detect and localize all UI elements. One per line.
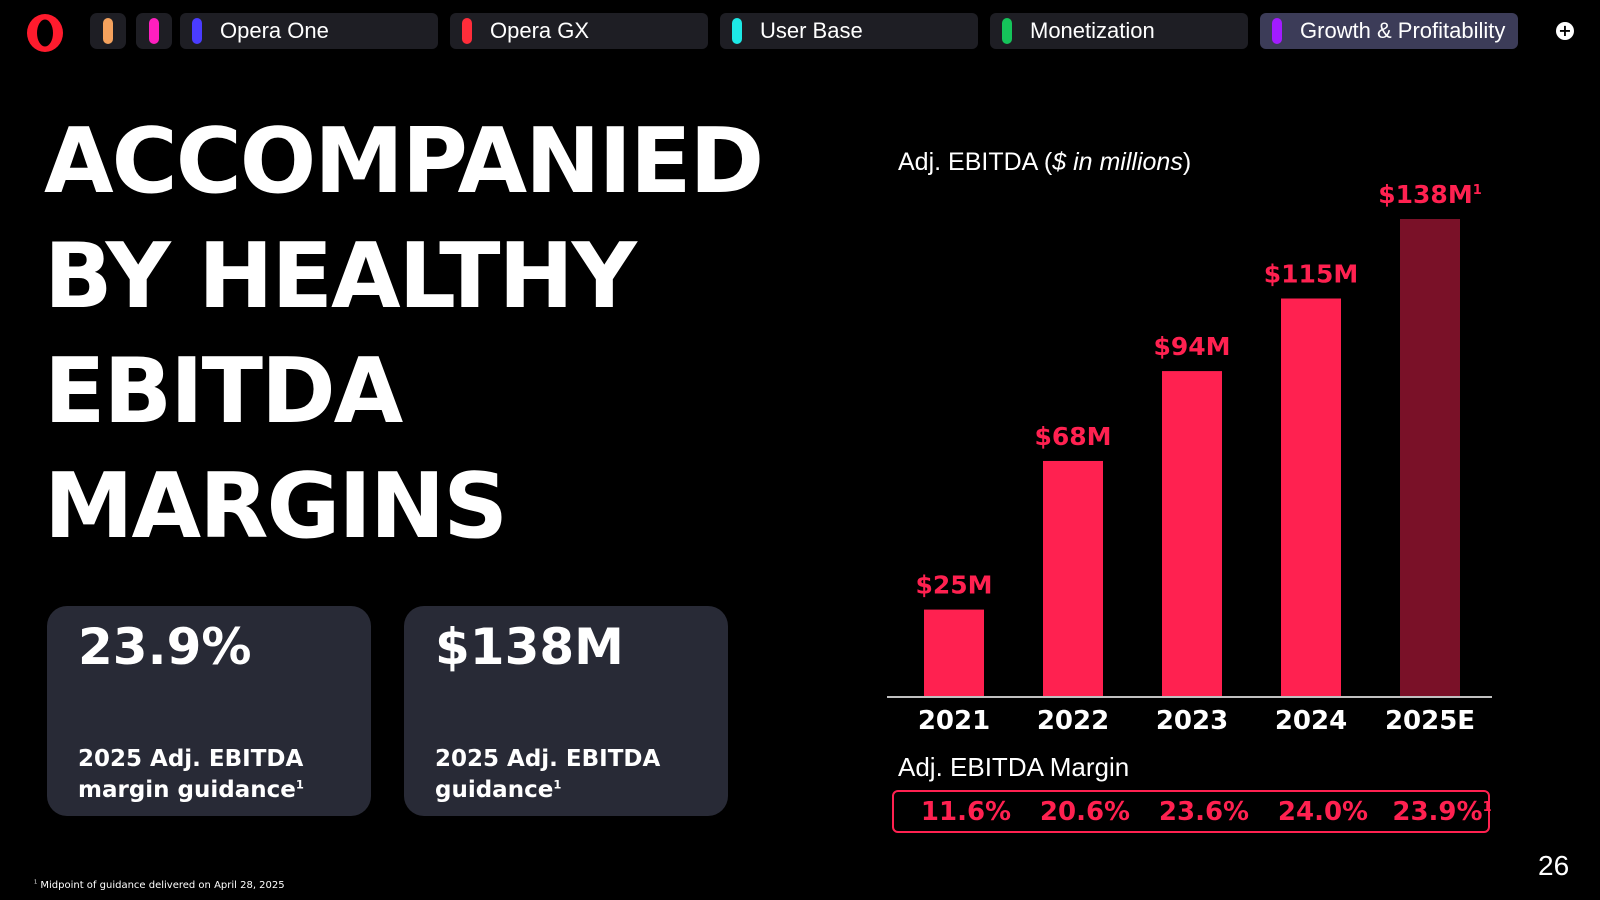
tab-label: Monetization <box>1030 18 1155 43</box>
page-number: 26 <box>1538 850 1570 881</box>
bar-value-label: $115M <box>1264 260 1358 289</box>
footnote: 1 Midpoint of guidance delivered on Apri… <box>34 880 285 891</box>
mini-tab-color-pill <box>103 18 113 44</box>
footnote-mark: 1 <box>553 777 562 792</box>
tab-color-pill <box>1272 18 1282 44</box>
margin-row-title: Adj. EBITDA Margin <box>898 752 1130 782</box>
footnote-mark: 1 <box>1483 800 1492 815</box>
footnote-text: Midpoint of guidance delivered on April … <box>40 880 285 891</box>
margin-row-box <box>892 790 1490 833</box>
margin-value: 23.9%1 <box>1392 797 1491 827</box>
tab-opera-gx[interactable]: Opera GX <box>450 13 708 49</box>
stat-card-label-text: 2025 Adj. EBITDA margin guidance <box>78 746 304 803</box>
tab-label: Growth & Profitability <box>1300 18 1506 43</box>
opera-logo-icon[interactable] <box>24 12 66 54</box>
stat-card-value: 23.9% <box>78 618 252 676</box>
x-tick-label: 2024 <box>1275 706 1347 736</box>
chart-title-unit: $ in millions <box>1052 148 1183 176</box>
tab-label: Opera One <box>220 18 329 43</box>
tab-label: User Base <box>760 18 863 43</box>
x-tick-label: 2023 <box>1156 706 1228 736</box>
bar-2022 <box>1043 460 1103 696</box>
stat-card-label: 2025 Adj. EBITDA margin guidance1 <box>78 744 358 806</box>
bar-2021 <box>924 609 984 696</box>
tab-growth-profitability[interactable]: Growth & Profitability <box>1260 13 1518 49</box>
tab-opera-one[interactable]: Opera One <box>180 13 438 49</box>
mini-tab-color-pill <box>149 18 159 44</box>
footnote-mark: 1 <box>295 777 304 792</box>
page-title: ACCOMPANIED BY HEALTHY EBITDA MARGINS <box>44 104 844 564</box>
title-line-1: ACCOMPANIED <box>44 109 764 214</box>
tab-monetization[interactable]: Monetization <box>990 13 1248 49</box>
new-tab-plus-icon[interactable]: + <box>1556 22 1574 40</box>
tab-user-base[interactable]: User Base <box>720 13 978 49</box>
stat-card-label-text: 2025 Adj. EBITDA guidance <box>435 746 661 803</box>
tab-color-pill <box>1002 18 1012 44</box>
mini-tab-2[interactable] <box>136 13 172 49</box>
bar-value-label: $138M1 <box>1378 180 1482 209</box>
bar-value-label: $25M <box>915 571 992 600</box>
bar-2024 <box>1281 298 1341 696</box>
margin-value: 24.0% <box>1278 797 1368 827</box>
x-tick-label: 2021 <box>918 706 990 736</box>
bar-2025E <box>1400 219 1460 696</box>
tab-color-pill <box>462 18 472 44</box>
chart-title-suffix: ) <box>1182 148 1192 176</box>
chart-title: Adj. EBITDA ($ in millions) <box>898 148 1191 177</box>
mini-tab-1[interactable] <box>90 13 126 49</box>
chart-title-prefix: Adj. EBITDA ( <box>898 148 1053 176</box>
title-line-3: EBITDA <box>44 339 403 444</box>
x-tick-label: 2025E <box>1385 706 1475 736</box>
tab-bar: Opera One Opera GX User Base Monetizatio… <box>0 0 1600 64</box>
bar-value-label: $94M <box>1153 332 1230 361</box>
footnote-mark: 1 <box>1473 183 1482 198</box>
title-line-4: MARGINS <box>44 454 508 559</box>
stat-card-label: 2025 Adj. EBITDA guidance1 <box>435 744 715 806</box>
bar-value-label: $68M <box>1034 422 1111 451</box>
bar-2023 <box>1162 371 1222 696</box>
title-line-2: BY HEALTHY <box>44 224 637 329</box>
stat-card-value: $138M <box>435 618 624 676</box>
margin-value: 11.6% <box>921 797 1011 827</box>
tab-color-pill <box>732 18 742 44</box>
stat-card-ebitda: $138M 2025 Adj. EBITDA guidance1 <box>404 606 728 816</box>
stat-card-margin: 23.9% 2025 Adj. EBITDA margin guidance1 <box>47 606 371 816</box>
tab-label: Opera GX <box>490 18 590 43</box>
x-tick-label: 2022 <box>1037 706 1109 736</box>
footnote-mark: 1 <box>34 879 38 886</box>
margin-value: 20.6% <box>1040 797 1130 827</box>
margin-value: 23.6% <box>1159 797 1249 827</box>
tab-color-pill <box>192 18 202 44</box>
